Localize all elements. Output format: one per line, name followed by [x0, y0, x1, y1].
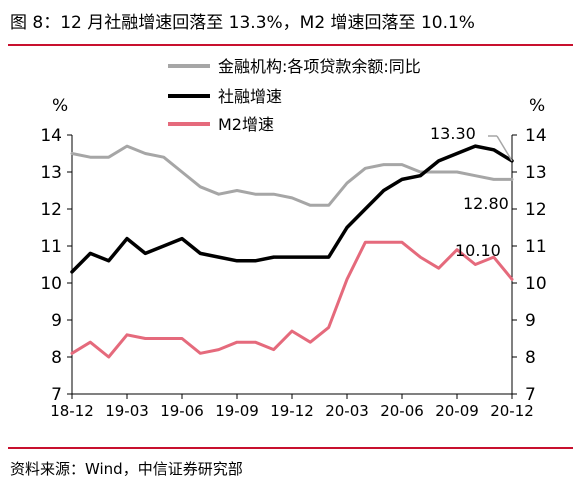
y-unit-left: %	[52, 96, 68, 116]
y-tick-label-right: 9	[525, 311, 536, 331]
legend-label-3: M2增速	[218, 115, 274, 134]
legend-label-1: 金融机构:各项贷款余额:同比	[218, 57, 421, 76]
y-tick-label-left: 8	[51, 348, 62, 368]
series-line-2	[70, 144, 514, 274]
y-tick-label-right: 11	[525, 237, 547, 257]
y-tick-label-right: 14	[525, 126, 547, 146]
x-tick-label: 20-12	[490, 402, 534, 420]
figure-title: 图 8：12 月社融增速回落至 13.3%，M2 增速回落至 10.1%	[10, 13, 475, 33]
x-tick-label: 19-09	[215, 402, 259, 420]
y-tick-label-left: 13	[40, 163, 62, 183]
source-note: 资料来源：Wind，中信证券研究部	[10, 460, 243, 478]
footer-rule	[8, 447, 573, 449]
title-rule	[8, 44, 573, 46]
x-tick-label: 19-06	[160, 402, 204, 420]
chart-lines	[70, 144, 514, 359]
y-tick-label-right: 12	[525, 200, 547, 220]
leader-shehui-2	[496, 135, 513, 162]
y-tick-label-right: 13	[525, 163, 547, 183]
y-tick-label-right: 8	[525, 348, 536, 368]
chart-axes: 7 7 8 8 9 9 10 10 11 11 12 12 13 13 14 14% % 18-12 19-03 19…	[40, 96, 546, 420]
y-tick-label-right: 7	[525, 385, 536, 405]
legend-label-2: 社融增速	[218, 87, 282, 106]
annotation-loans: 12.80	[463, 194, 509, 213]
y-tick-label-left: 12	[40, 200, 62, 220]
y-tick-label-left: 14	[40, 126, 62, 146]
x-tick-label: 20-09	[435, 402, 479, 420]
y-tick-label-right: 10	[525, 274, 547, 294]
series-line-3	[70, 240, 514, 359]
y-tick-label-left: 7	[51, 385, 62, 405]
series-line-1	[70, 144, 514, 207]
chart-annotations: 13.30 12.80 10.10	[430, 124, 513, 260]
y-unit-right: %	[529, 96, 545, 116]
annotation-m2: 10.10	[455, 241, 501, 260]
x-tick-label: 20-06	[380, 402, 424, 420]
x-tick-label: 19-12	[270, 402, 314, 420]
y-tick-label-left: 9	[51, 311, 62, 331]
y-tick-label-left: 10	[40, 274, 62, 294]
x-tick-label: 18-12	[50, 402, 94, 420]
annotation-shehui: 13.30	[430, 124, 476, 143]
y-tick-label-left: 11	[40, 237, 62, 257]
x-tick-label: 20-03	[325, 402, 369, 420]
x-tick-label: 19-03	[105, 402, 149, 420]
